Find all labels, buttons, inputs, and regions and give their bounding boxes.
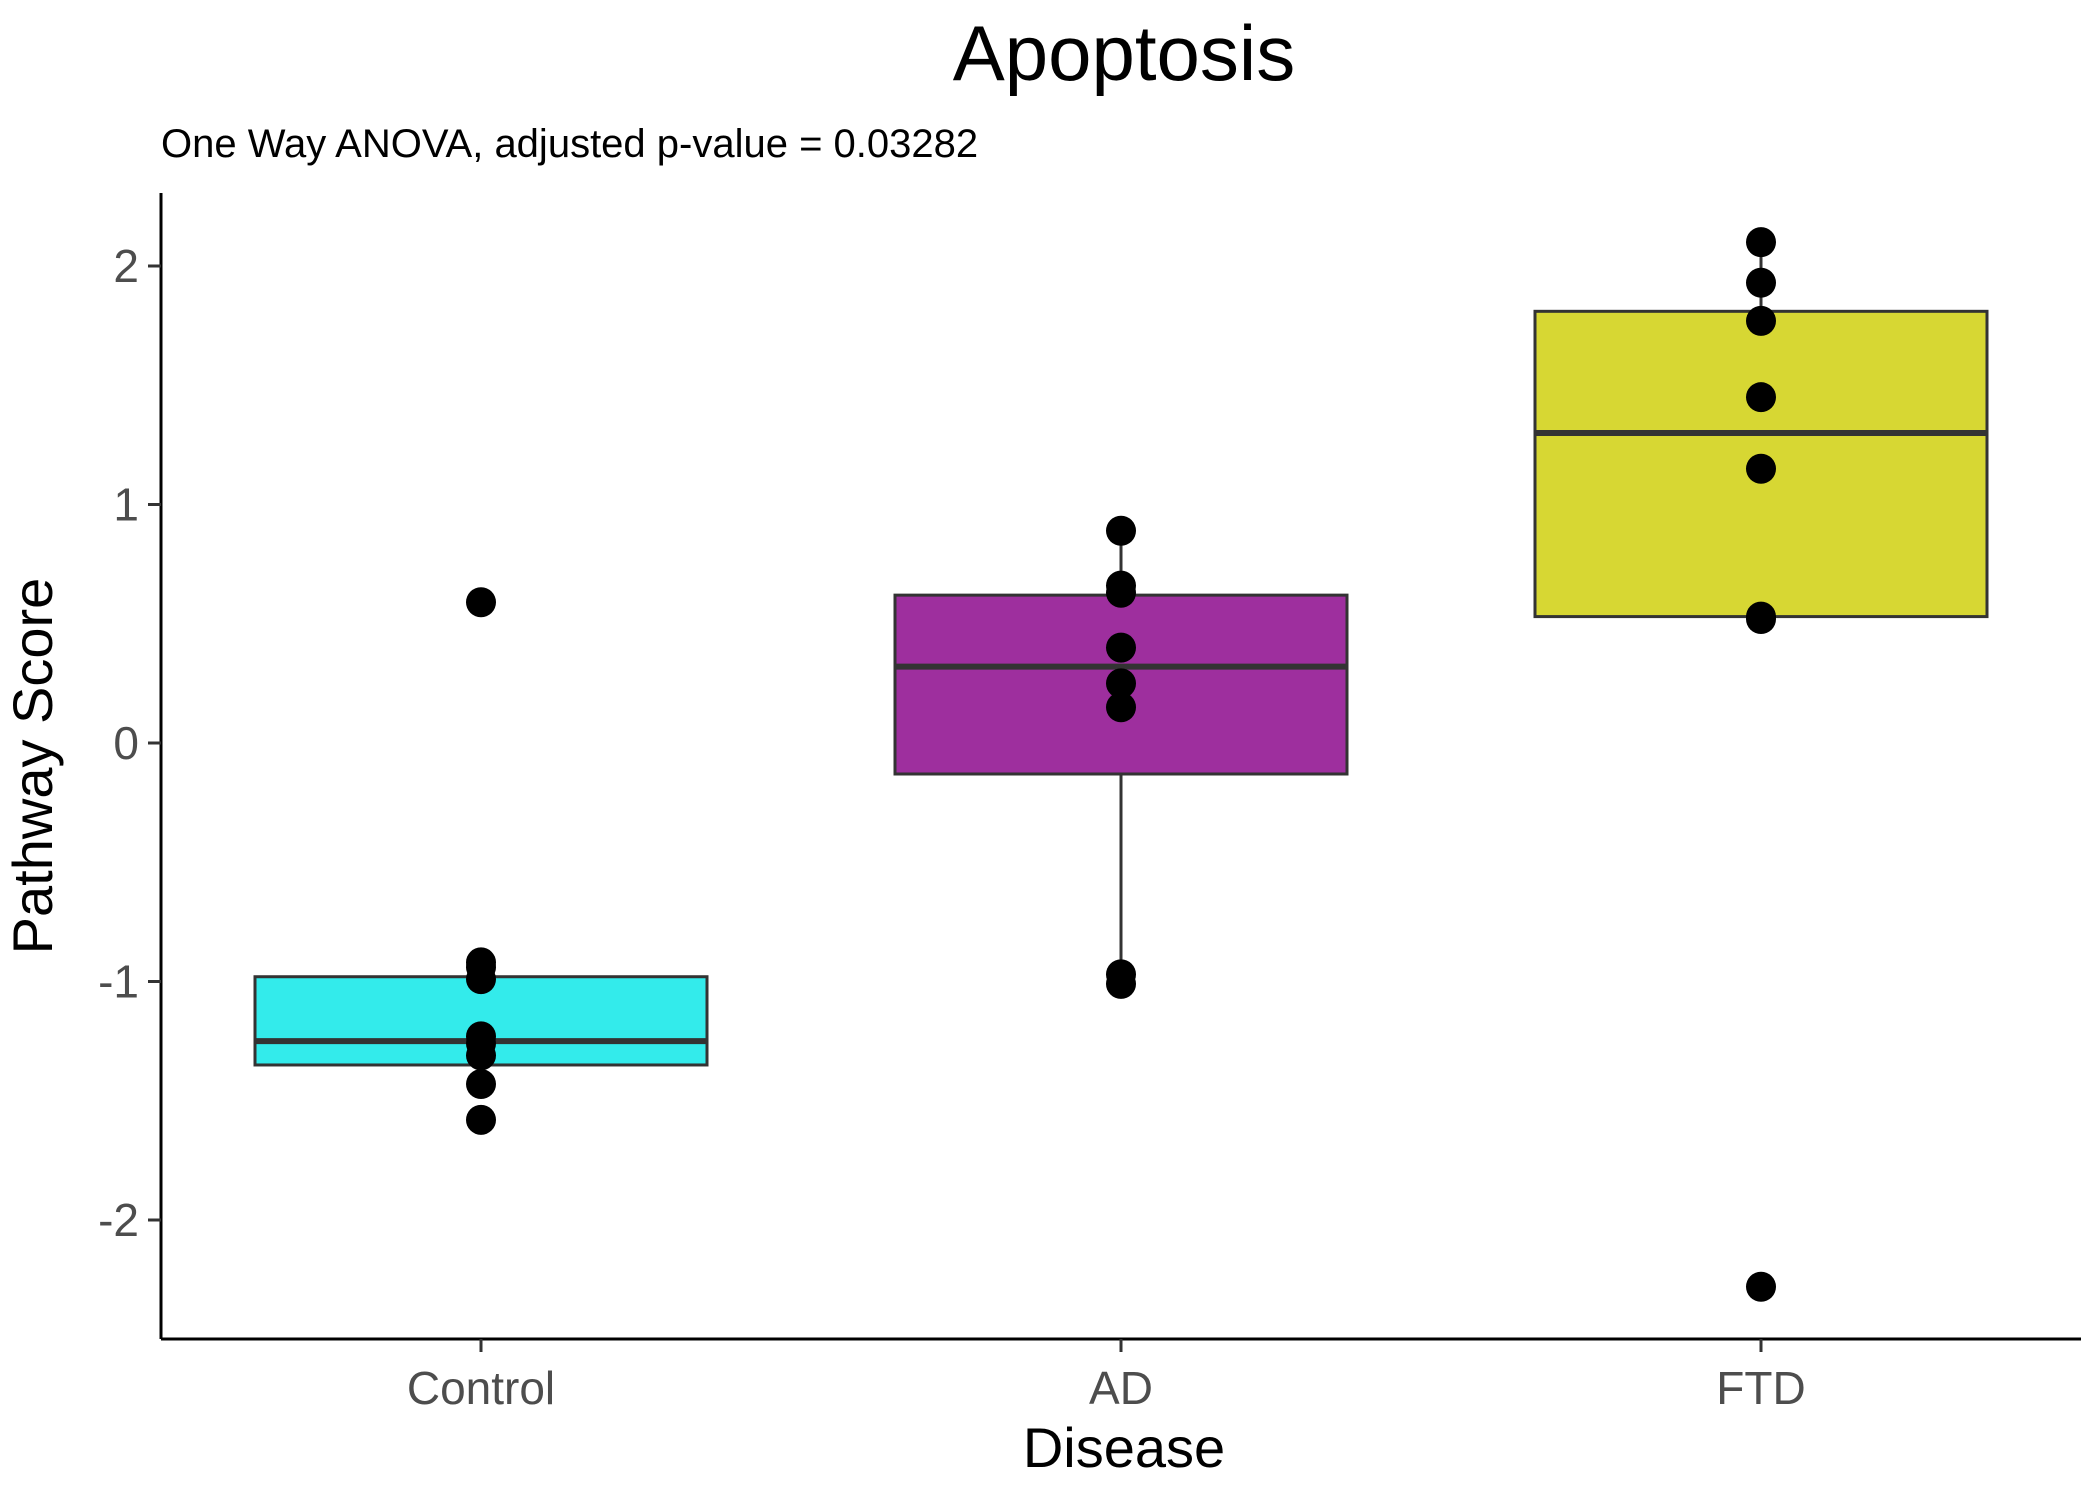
y-axis-title: Pathway Score [1, 578, 64, 955]
y-tick-label: 1 [113, 479, 139, 531]
data-point-ftd-8 [1746, 1271, 1776, 1302]
y-tick-label: 0 [113, 717, 139, 769]
data-point-ad-4 [1106, 632, 1136, 663]
box-group-ad [893, 515, 1349, 999]
y-tick-label: -2 [98, 1194, 139, 1246]
data-point-ftd-1 [1746, 227, 1776, 258]
data-point-ad-6 [1106, 692, 1136, 723]
x-axis-ticks: Control AD FTD [407, 1339, 1806, 1414]
y-axis-ticks: -2 -1 0 1 2 [98, 240, 161, 1246]
data-point-ad-5 [1106, 668, 1136, 699]
data-point-control-4 [466, 964, 496, 995]
x-tick-label-ad: AD [1089, 1362, 1153, 1414]
data-point-ftd-2 [1746, 267, 1776, 298]
chart-subtitle: One Way ANOVA, adjusted p-value = 0.0328… [161, 122, 978, 166]
y-tick-label: -1 [98, 956, 139, 1008]
x-tick-label-control: Control [407, 1362, 555, 1414]
data-point-control-9 [466, 1104, 496, 1135]
chart-title: Apoptosis [953, 9, 1296, 97]
data-point-ad-3 [1106, 577, 1136, 608]
data-point-control-1 [466, 587, 496, 618]
box-group-control [253, 587, 709, 1135]
plot-area [253, 227, 1989, 1302]
data-point-ad-1 [1106, 515, 1136, 546]
x-tick-label-ftd: FTD [1716, 1362, 1805, 1414]
y-tick-label: 2 [113, 240, 139, 292]
data-point-ftd-4 [1746, 382, 1776, 413]
box-group-ftd [1533, 227, 1989, 1302]
data-point-ftd-3 [1746, 305, 1776, 336]
data-point-ad-8 [1106, 968, 1136, 999]
data-point-control-7 [466, 1040, 496, 1071]
data-point-ftd-7 [1746, 603, 1776, 634]
data-point-control-8 [466, 1069, 496, 1100]
x-axis-title: Disease [1023, 1416, 1225, 1479]
data-point-ftd-5 [1746, 453, 1776, 484]
